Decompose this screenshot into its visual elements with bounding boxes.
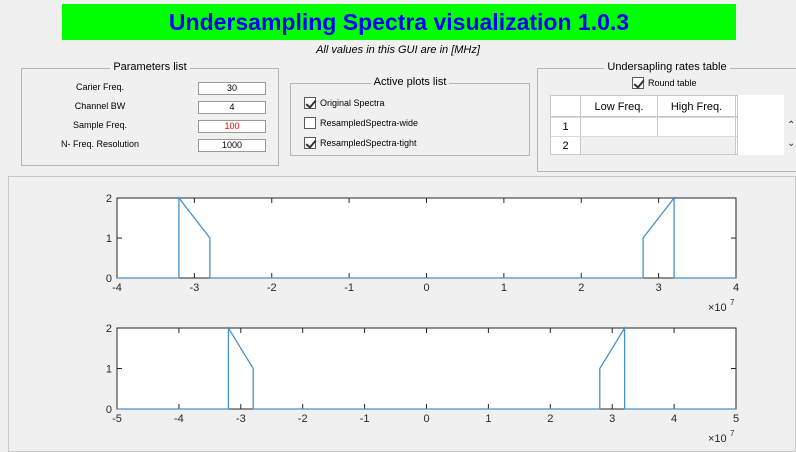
x-tick-label: -2 — [267, 282, 277, 294]
axes-box — [116, 327, 737, 410]
app-title-banner: Undersampling Spectra visualization 1.0.… — [62, 4, 736, 40]
x-tick-label: 2 — [578, 282, 584, 294]
rates-table[interactable]: Low Freq. High Freq. 1 2 — [550, 95, 738, 155]
table-row-index: 2 — [562, 139, 569, 152]
parameters-panel: Parameters list — [21, 61, 279, 166]
x-tick-label: -3 — [236, 413, 246, 425]
checkbox-checked-icon[interactable] — [304, 97, 316, 109]
x-exponent-power: 7 — [730, 429, 735, 438]
round-table-label: Round table — [648, 78, 697, 88]
x-tick-label: -4 — [112, 282, 122, 294]
resampled-tight-label: ResampledSpectra-tight — [320, 138, 417, 148]
freq-resolution-label: N- Freq. Resolution — [60, 139, 140, 149]
round-table-checkbox[interactable]: Round table — [632, 77, 697, 89]
checkbox-checked-icon[interactable] — [632, 77, 644, 89]
x-tick-label: -1 — [360, 413, 370, 425]
carrier-freq-label: Carier Freq. — [75, 82, 124, 92]
active-plots-panel-title: Active plots list — [370, 76, 450, 88]
x-tick-label: 1 — [485, 413, 491, 425]
x-tick-label: 4 — [671, 413, 677, 425]
table-row-index: 1 — [562, 121, 569, 133]
x-tick-label: -1 — [344, 282, 354, 294]
x-tick-label: -4 — [174, 413, 184, 425]
table-header — [551, 96, 737, 117]
original-spectra-plot: -4 -3 -2 -1 0 1 2 3 4 0 1 2 ×10 7 — [106, 193, 739, 314]
resampled-tight-checkbox[interactable]: ResampledSpectra-tight — [304, 137, 417, 149]
table-blank-column — [738, 95, 784, 155]
channel-bw-label: Channel BW — [74, 101, 126, 111]
scroll-up-icon[interactable]: ⌃ — [787, 120, 796, 131]
scroll-down-icon[interactable]: ⌄ — [787, 138, 796, 149]
x-tick-label: 2 — [547, 413, 553, 425]
checkbox-checked-icon[interactable] — [304, 137, 316, 149]
x-tick-label: -3 — [189, 282, 199, 294]
spectrum-series-line — [117, 325, 736, 410]
x-tick-label: 0 — [423, 282, 429, 294]
x-tick-label: -5 — [112, 413, 122, 425]
sample-freq-label: Sample Freq. — [72, 120, 128, 130]
carrier-freq-input[interactable]: 30 — [198, 82, 266, 95]
channel-bw-input[interactable]: 4 — [198, 101, 266, 114]
checkbox-unchecked-icon[interactable] — [304, 117, 316, 129]
y-tick-label: 0 — [106, 404, 112, 416]
original-spectra-label: Original Spectra — [320, 98, 385, 108]
x-exponent-label: ×10 — [708, 302, 727, 314]
freq-resolution-input[interactable]: 1000 — [198, 139, 266, 152]
resampled-wide-label: ResampledSpectra-wide — [320, 118, 419, 128]
active-plots-panel: Active plots list — [290, 76, 530, 156]
x-tick-label: 4 — [733, 282, 739, 294]
y-tick-label: 1 — [106, 364, 112, 376]
x-exponent-label: ×10 — [708, 433, 727, 445]
x-exponent-power: 7 — [730, 298, 735, 307]
spectrum-series-line — [117, 196, 736, 279]
resampled-wide-checkbox[interactable]: ResampledSpectra-wide — [304, 117, 418, 129]
column-header-high-freq[interactable]: High Freq. — [670, 100, 723, 113]
app-title: Undersampling Spectra visualization 1.0.… — [168, 8, 630, 35]
x-tick-label: 3 — [656, 282, 662, 294]
y-tick-label: 2 — [106, 193, 112, 205]
y-tick-label: 2 — [106, 323, 112, 335]
x-tick-label: 5 — [733, 413, 739, 425]
rates-table-panel: Undersapling rates table — [537, 61, 796, 172]
original-spectra-checkbox[interactable]: Original Spectra — [304, 97, 385, 109]
resampled-tight-plot: -5 -4 -3 -2 -1 0 1 2 3 4 5 0 1 2 ×10 7 — [106, 323, 739, 445]
column-header-low-freq[interactable]: Low Freq. — [594, 100, 644, 113]
x-tick-label: 3 — [609, 413, 615, 425]
sample-freq-input[interactable]: 100 — [198, 120, 266, 133]
x-tick-label: -2 — [298, 413, 308, 425]
rates-table-panel-title: Undersapling rates table — [604, 61, 730, 73]
units-note: All values in this GUI are in [MHz] — [316, 44, 480, 56]
parameters-panel-title: Parameters list — [110, 61, 190, 73]
y-tick-label: 0 — [106, 273, 112, 285]
y-tick-label: 1 — [106, 233, 112, 245]
x-tick-label: 1 — [501, 282, 507, 294]
x-tick-label: 0 — [423, 413, 429, 425]
